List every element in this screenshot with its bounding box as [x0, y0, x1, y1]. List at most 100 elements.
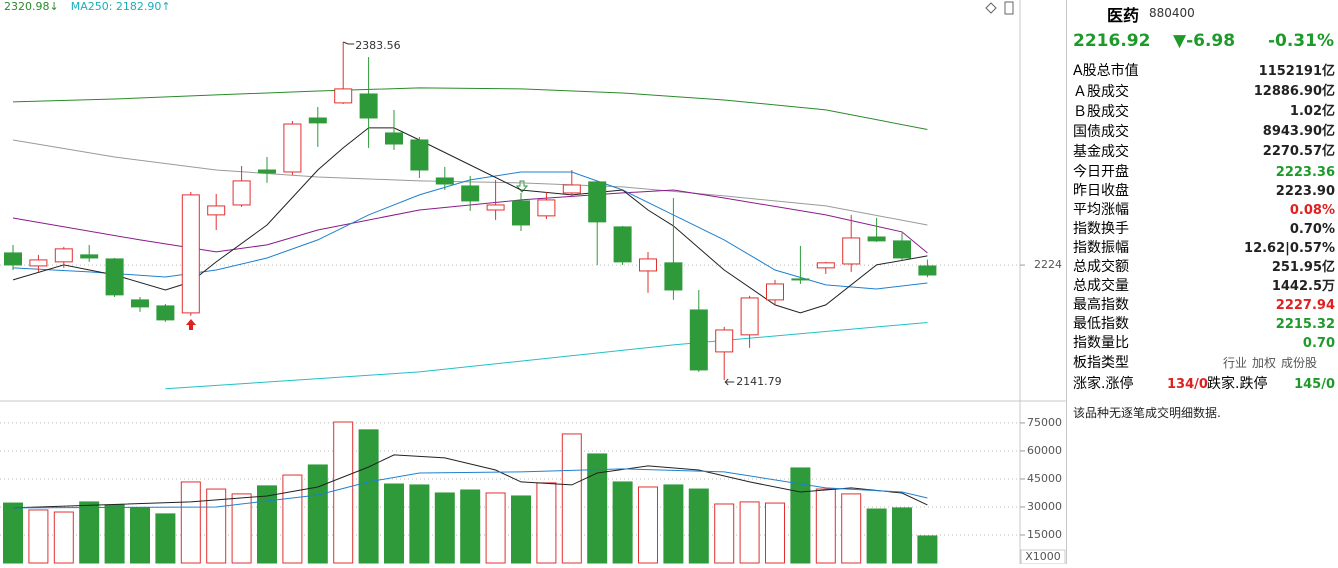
low-label: 2141.79 [736, 375, 782, 388]
candle-body [385, 132, 403, 145]
candle-body [461, 185, 480, 202]
high-label: 2383.56 [355, 39, 401, 52]
quote-price: 2216.92 [1073, 31, 1151, 51]
low-pointer [724, 378, 735, 386]
row-label: Ａ股成交 [1073, 84, 1129, 100]
candle-body [918, 265, 937, 276]
type-option[interactable]: 加权 [1252, 356, 1277, 370]
ma-line [12, 127, 928, 314]
candle-body [639, 258, 657, 272]
row-value: 0.70% [1289, 222, 1335, 237]
sell-signal [515, 180, 529, 193]
candle-body [766, 283, 784, 301]
diamond-icon[interactable] [985, 2, 997, 14]
type-option[interactable]: 行业 [1223, 356, 1248, 370]
volume-bar [917, 535, 938, 564]
ma-line [12, 468, 928, 509]
y-tick-label: 15000 [1027, 528, 1062, 541]
row-value: 2223.90 [1275, 184, 1335, 199]
candle-body [105, 258, 124, 296]
candle-body [740, 297, 759, 336]
candle-body [232, 180, 251, 206]
volume-bar [307, 464, 328, 564]
candle-body [613, 226, 632, 263]
candle-body [4, 252, 22, 266]
row-label: 平均涨幅 [1073, 202, 1129, 218]
candle-body [181, 194, 200, 314]
volume-bar [892, 507, 912, 564]
row-value: 0.70 [1302, 336, 1335, 351]
volume-bar [180, 481, 201, 564]
row-label: 指数振幅 [1073, 240, 1129, 256]
candle-body [308, 117, 327, 124]
ma-line [12, 454, 928, 509]
y-tick-label: 45000 [1027, 472, 1062, 485]
row-label: 板指类型 [1073, 355, 1129, 371]
volume-bar [714, 503, 735, 564]
volume-bar [282, 474, 303, 564]
candle-body [816, 262, 835, 269]
volume-bar [485, 492, 506, 564]
volume-bar [53, 511, 74, 564]
volume-bar [358, 429, 379, 564]
ma-header-label: 2320.98↓ [4, 0, 59, 13]
y-tick-label: 75000 [1027, 416, 1062, 429]
unit-label: X1000 [1025, 550, 1061, 563]
volume-bar [536, 482, 557, 564]
quote-change-pct: -0.31% [1267, 31, 1334, 51]
row-value: 2270.57亿 [1262, 144, 1335, 159]
candle-body [359, 93, 378, 119]
candle-body [537, 199, 556, 217]
volume-bar [434, 492, 455, 564]
candle-body [435, 177, 454, 185]
y-tick-label: 2224 [1034, 258, 1062, 271]
volume-bar [612, 481, 633, 564]
candle-body [664, 262, 683, 291]
quote-name: 医药 [1107, 6, 1140, 25]
volume-bar [257, 485, 277, 564]
volume-bar [460, 489, 481, 564]
row-value: 12886.90亿 [1253, 84, 1335, 99]
volume-bar [384, 483, 404, 564]
note: 该品种无逐笔成交明细数据. [1073, 406, 1221, 420]
row-value: 1152191亿 [1258, 64, 1335, 79]
candle-body [207, 205, 226, 216]
volume-bar [511, 495, 531, 564]
volume-bar [739, 501, 760, 564]
candle-body [842, 237, 861, 265]
volume-bar [790, 467, 811, 564]
row-value: 2227.94 [1275, 298, 1335, 313]
candle-body [512, 200, 530, 226]
candle-body [867, 236, 886, 242]
ma-header-label: MA250: 2182.90↑ [71, 0, 171, 13]
candle-body [156, 305, 175, 321]
volume-bar [231, 493, 252, 564]
volume-bar [333, 421, 354, 564]
candle-body [80, 254, 99, 259]
row-label: 最高指数 [1073, 297, 1129, 313]
candle-body [334, 88, 353, 104]
doc-icon[interactable] [1004, 1, 1014, 15]
fall-value: 145/0 [1294, 377, 1335, 392]
candle-body [283, 123, 302, 173]
row-value: 1442.5万 [1271, 279, 1335, 294]
row-value: 1.02亿 [1289, 104, 1335, 119]
buy-signal [186, 319, 196, 330]
row-label: 指数量比 [1073, 335, 1129, 351]
volume-bar [155, 513, 176, 564]
y-tick-label: 30000 [1027, 500, 1062, 513]
row-label: 最低指数 [1073, 316, 1129, 332]
candle-body [689, 309, 708, 371]
volume-bar [104, 504, 125, 564]
type-option[interactable]: 成份股 [1281, 356, 1318, 370]
candle-body [562, 184, 581, 194]
row-value: 2223.36 [1275, 165, 1335, 180]
high-pointer [343, 41, 355, 45]
row-label: 基金成交 [1073, 144, 1129, 160]
candle-body [893, 240, 911, 259]
candle-body [486, 204, 505, 211]
candle-body [131, 299, 149, 308]
y-tick-label: 60000 [1027, 444, 1062, 457]
row-value: 12.62|0.57% [1244, 241, 1335, 256]
